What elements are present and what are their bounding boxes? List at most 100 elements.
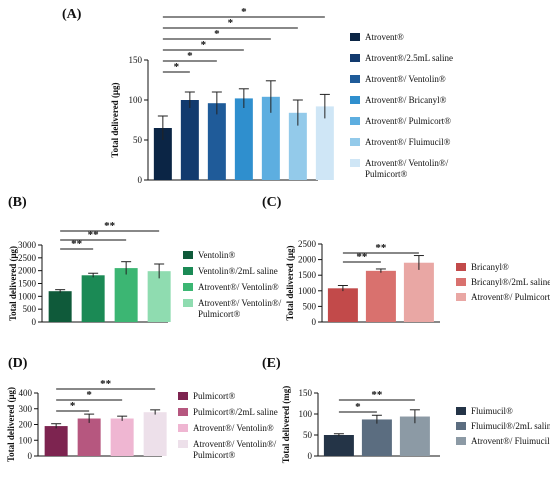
legend-label: Atrovent®/ Ventolin®/ (193, 439, 277, 449)
legend-swatch (350, 138, 360, 146)
significance-label: ** (356, 251, 368, 263)
legend-swatch (350, 33, 360, 41)
y-tick-label: 0 (312, 317, 317, 327)
legend-label: Atrovent®/ Ventolin®/ (198, 298, 282, 308)
significance-label: ** (104, 220, 116, 232)
bar (315, 106, 334, 180)
y-tick-label: 0 (32, 317, 37, 327)
significance-label: ** (100, 378, 112, 390)
legend-swatch (456, 293, 466, 301)
legend-swatch (183, 251, 193, 259)
significance-label: * (70, 400, 76, 412)
legend-label: Atrovent®/ Ventolin®/ (365, 158, 449, 168)
legend-label: Atrovent®/ Ventolin® (198, 282, 279, 292)
bar (180, 100, 199, 180)
y-tick-label: 50 (303, 430, 313, 440)
bar (327, 288, 358, 322)
legend-swatch (350, 117, 360, 125)
panel-letter: (D) (8, 356, 28, 371)
significance-label: * (174, 61, 180, 73)
legend-swatch (456, 437, 466, 445)
y-tick-label: 2000 (18, 266, 37, 276)
legend-label: Atrovent®/ Fluimucil® (471, 436, 550, 446)
legend-swatch (456, 422, 466, 430)
significance-label: * (86, 389, 92, 401)
legend-label: Atrovent®/2.5mL saline (365, 53, 453, 63)
significance-label: * (201, 39, 207, 51)
legend-label: Bricanyl® (471, 262, 509, 272)
legend-label: Ventolin® (198, 250, 235, 260)
y-tick-label: 100 (299, 409, 313, 419)
bar (44, 426, 68, 456)
legend-label: Atrovent®/ Ventolin® (365, 74, 446, 84)
bar (81, 275, 105, 322)
y-axis-label: Total delivered (μg) (110, 82, 120, 157)
legend-swatch (178, 392, 188, 400)
y-tick-label: 2500 (298, 239, 317, 249)
significance-label: ** (71, 238, 83, 250)
bar (361, 419, 392, 456)
legend-label: Fluimucil® (471, 406, 513, 416)
y-tick-label: 150 (299, 388, 313, 398)
bar (261, 96, 280, 180)
y-tick-label: 2500 (18, 253, 37, 263)
legend-swatch (178, 408, 188, 416)
bar (207, 103, 226, 180)
y-tick-label: 0 (308, 451, 313, 461)
legend-swatch (456, 407, 466, 415)
y-tick-label: 3000 (18, 240, 37, 250)
significance-label: * (228, 17, 234, 29)
legend-swatch (456, 278, 466, 286)
legend-label: Atrovent®/ Bricanyl® (365, 95, 447, 105)
legend-label: Pulmicort® (193, 450, 235, 460)
legend-label: Fluimucil®/2mL saline (471, 421, 550, 431)
y-tick-label: 300 (19, 404, 33, 414)
bar (403, 262, 434, 322)
y-axis-label: Total delivered (μg) (8, 246, 18, 321)
y-tick-label: 50 (133, 135, 143, 145)
panel-letter: (C) (262, 195, 282, 210)
y-tick-label: 0 (28, 451, 33, 461)
legend-label: Atrovent®/ Fluimucil® (365, 137, 451, 147)
legend-label: Atrovent®/ Pulmicort® (471, 292, 550, 302)
panel-letter: (E) (262, 356, 281, 371)
panel-letter: (B) (8, 195, 27, 210)
legend-label: Ventolin®/2mL saline (198, 266, 278, 276)
y-axis-label: Total delivered (μg) (285, 245, 295, 320)
panel-letter: (A) (62, 7, 82, 22)
y-tick-label: 0 (138, 175, 143, 185)
y-tick-label: 1000 (298, 286, 317, 296)
legend-swatch (178, 440, 188, 448)
y-tick-label: 1500 (298, 270, 317, 280)
y-tick-label: 1000 (18, 291, 37, 301)
legend-label: Bricanyl®/2mL saline (471, 277, 550, 287)
significance-label: ** (375, 242, 387, 254)
y-axis-label: Total delivered (mg) (281, 386, 291, 464)
legend-label: Atrovent®/ Ventolin® (193, 423, 274, 433)
y-tick-label: 100 (129, 95, 143, 105)
legend-swatch (350, 54, 360, 62)
legend-swatch (183, 267, 193, 275)
legend-label: Pulmicort® (198, 309, 240, 319)
legend-label: Atrovent®/ Pulmicort® (365, 116, 451, 126)
panel-0: (A) 0 50 100 150 Total delivered (μg) * * * * * * At… (62, 6, 453, 185)
bar (234, 98, 253, 180)
y-tick-label: 500 (303, 301, 317, 311)
bar (323, 435, 354, 456)
legend-label: Pulmicort® (365, 169, 407, 179)
bar (114, 268, 138, 322)
legend-label: Pulmicort®/2mL saline (193, 407, 278, 417)
significance-label: * (355, 401, 361, 413)
y-axis-label: Total delivered (μg) (6, 387, 16, 462)
y-tick-label: 200 (19, 420, 33, 430)
y-tick-label: 100 (19, 435, 33, 445)
bar (365, 270, 396, 322)
bar (110, 418, 134, 456)
significance-label: * (187, 50, 193, 62)
legend-label: Pulmicort® (193, 391, 235, 401)
